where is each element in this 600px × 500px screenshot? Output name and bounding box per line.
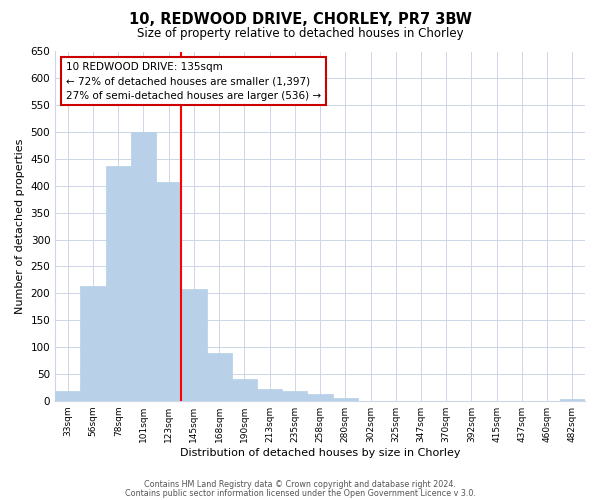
Bar bbox=[181, 290, 206, 401]
Bar bbox=[232, 379, 257, 400]
Bar bbox=[55, 391, 80, 400]
Bar bbox=[257, 389, 282, 400]
Bar bbox=[307, 394, 332, 400]
Text: Size of property relative to detached houses in Chorley: Size of property relative to detached ho… bbox=[137, 28, 463, 40]
Text: 10, REDWOOD DRIVE, CHORLEY, PR7 3BW: 10, REDWOOD DRIVE, CHORLEY, PR7 3BW bbox=[128, 12, 472, 28]
Bar bbox=[560, 399, 585, 400]
Bar bbox=[156, 182, 181, 400]
Text: Contains HM Land Registry data © Crown copyright and database right 2024.: Contains HM Land Registry data © Crown c… bbox=[144, 480, 456, 489]
Bar bbox=[131, 132, 156, 400]
Bar bbox=[282, 391, 307, 400]
Bar bbox=[332, 398, 358, 400]
Text: Contains public sector information licensed under the Open Government Licence v : Contains public sector information licen… bbox=[125, 488, 475, 498]
Bar bbox=[80, 286, 106, 401]
Y-axis label: Number of detached properties: Number of detached properties bbox=[15, 138, 25, 314]
Bar bbox=[206, 354, 232, 401]
X-axis label: Distribution of detached houses by size in Chorley: Distribution of detached houses by size … bbox=[180, 448, 460, 458]
Text: 10 REDWOOD DRIVE: 135sqm
← 72% of detached houses are smaller (1,397)
27% of sem: 10 REDWOOD DRIVE: 135sqm ← 72% of detach… bbox=[66, 62, 321, 101]
Bar bbox=[106, 166, 131, 400]
